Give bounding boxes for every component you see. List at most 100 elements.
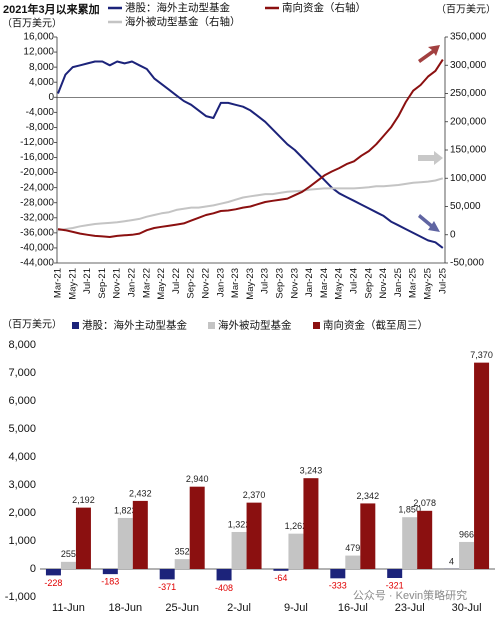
bar [117,517,133,569]
bar [231,531,247,569]
y-axis-unit: （百万美元） [2,17,62,30]
x-tick-label: Jan-23 [215,268,226,297]
value-label: 1,322 [228,519,251,529]
y-tick-label: 8,000 [8,339,36,351]
bar [216,569,232,581]
arrow [418,151,443,165]
legend-label: 海外被动型基金 [218,318,292,331]
x-tick-label: 9-Jul [284,602,308,614]
bar [75,507,91,569]
x-tick-label: 11-Jun [52,602,85,614]
y-tick-label: 16,000 [23,32,54,43]
x-tick-label: 2-Jul [227,602,251,614]
y-tick-label: 2,000 [8,507,36,519]
y-tick-label: 7,000 [8,367,36,379]
y2-tick-label: 200,000 [450,116,487,127]
x-tick-label: Jul-21 [82,268,93,294]
y-tick-label: 12,000 [23,47,54,58]
x-tick-label: May-24 [334,268,345,300]
chart-title: 2021年3月以来累加 [3,2,100,16]
bar [60,561,76,569]
value-label: 2,940 [186,474,209,484]
value-label: 2,370 [243,490,266,500]
series-line [57,60,444,249]
x-tick-label: Jan-24 [304,268,315,297]
bar [330,569,346,579]
arrow [418,45,440,63]
y-tick-label: 5,000 [8,423,36,435]
y2-tick-label: -50,000 [450,258,484,269]
x-tick-label: Mar-24 [319,268,330,298]
y2-tick-label: 350,000 [450,32,487,43]
value-label: -228 [44,578,62,588]
value-label: -333 [329,581,347,591]
y-tick-label: 6,000 [8,395,36,407]
y-tick-label: -40,000 [20,243,54,254]
bar [45,569,61,576]
value-label: 2,342 [357,491,380,501]
x-tick-label: Jul-23 [260,268,271,294]
bar [189,486,205,569]
legend-swatch [313,322,320,329]
y-tick-label: -36,000 [20,228,54,239]
x-tick-label: Sep-23 [275,268,286,299]
series-line [57,177,444,232]
y2-tick-label: 50,000 [450,201,481,212]
value-label: 2,432 [129,488,152,498]
value-label: 2,078 [413,498,436,508]
y2-tick-label: 250,000 [450,88,487,99]
x-tick-label: 25-Jun [165,602,199,614]
legend-label: 港股：海外主动型基金 [82,318,187,331]
value-label: -183 [101,576,119,586]
x-tick-label: Mar-25 [408,268,419,298]
x-tick-label: May-23 [245,268,256,300]
y-tick-label: 4,000 [8,451,36,463]
value-label: 2,192 [72,495,95,505]
x-tick-label: Nov-24 [378,268,389,299]
y-tick-label: -28,000 [20,197,54,208]
y2-tick-label: 100,000 [450,173,487,184]
bar [387,569,403,578]
value-label: 1,850 [398,505,421,515]
value-label: 479 [345,543,360,553]
x-tick-label: Mar-22 [141,268,152,298]
x-tick-label: Jul-25 [437,268,448,294]
x-tick-label: 18-Jun [108,602,142,614]
bar [360,503,376,569]
value-label: -321 [386,580,404,590]
y-tick-label: -8,000 [26,122,55,133]
legend-label: 港股：海外主动型基金 [125,1,230,14]
y-tick-label: -4,000 [26,107,55,118]
legend-swatch [72,322,79,329]
bar [159,569,175,580]
series-line [57,59,444,238]
x-tick-label: 30-Jul [452,602,482,614]
value-label: 1,823 [114,505,137,515]
y-tick-label: -12,000 [20,137,54,148]
y-tick-label: 8,000 [29,62,54,73]
value-label: 352 [175,547,190,557]
bar [303,478,319,569]
x-tick-label: Mar-23 [230,268,241,298]
value-label: -64 [274,573,287,583]
x-tick-label: Sep-24 [363,268,374,299]
x-tick-label: Jan-25 [393,268,404,297]
y-tick-label: -16,000 [20,152,54,163]
x-tick-label: Sep-21 [97,268,108,299]
x-tick-label: May-25 [423,268,434,300]
y-tick-label: -32,000 [20,212,54,223]
watermark: 公众号 · Kevin策略研究 [353,588,467,602]
x-tick-label: Sep-22 [186,268,197,299]
value-label: 3,243 [300,466,323,476]
bar [474,362,490,569]
y2-tick-label: 0 [450,229,456,240]
y-axis-unit: （百万美元） [2,318,62,331]
x-tick-label: Nov-23 [289,268,300,299]
bar [273,569,289,571]
value-label: 255 [61,549,76,559]
bar [132,500,148,569]
arrow [418,214,440,232]
bar [288,533,304,569]
